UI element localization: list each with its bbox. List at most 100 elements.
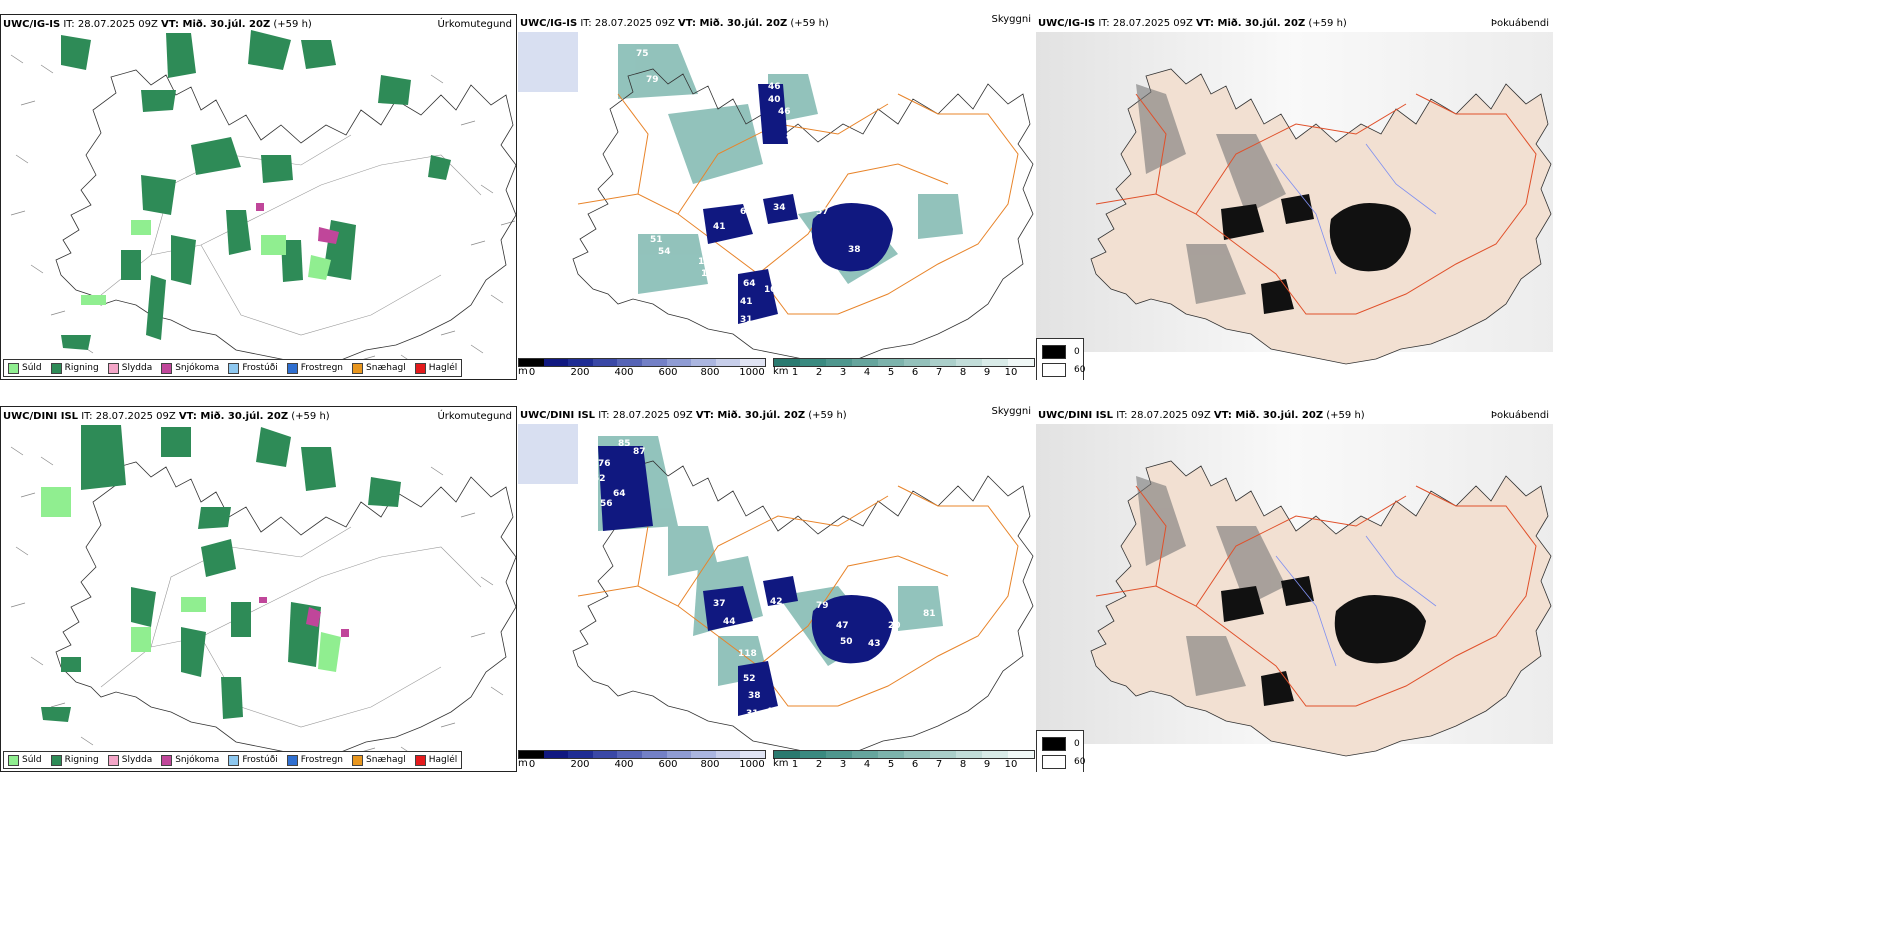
fog-panel-row1: UWC/IG-IS IT: 28.07.2025 09Z VT: Mið. 30… [1036, 14, 1553, 380]
elevation-label: 43 [868, 639, 881, 649]
fog-title: Þokuábendi [1490, 18, 1549, 29]
legend-swatch [286, 754, 298, 766]
valid-time: VT: Mið. 30.júl. 20Z [695, 410, 806, 421]
fog-header: UWC/DINI ISL IT: 28.07.2025 09Z VT: Mið.… [1038, 410, 1365, 421]
elevation-label: 46 [778, 107, 791, 117]
orog-colorbar: 0 200 400 600 800 1000 [518, 358, 766, 379]
forecast-offset: (+59 h) [288, 411, 330, 422]
forecast-offset: (+59 h) [805, 410, 847, 421]
legend-item: Snæhagl [352, 362, 406, 374]
orog-colorbar: 0 200 400 600 800 1000 [518, 750, 766, 771]
precip-panel-row1: UWC/IG-IS IT: 28.07.2025 09Z VT: Mið. 30… [0, 14, 517, 380]
legend-swatch [352, 362, 364, 374]
fog-legend-row: 0 [1042, 345, 1080, 359]
snow-cells [259, 597, 349, 637]
legend-item: Haglél [414, 754, 457, 766]
legend-swatch [414, 362, 426, 374]
forecast-offset: (+59 h) [1305, 18, 1347, 29]
orog-colorbar-strip [518, 358, 766, 367]
elevation-label: 68 [740, 207, 753, 217]
init-time: IT: 28.07.2025 09Z [60, 19, 162, 30]
wind-barbs [10, 446, 504, 756]
elevation-label: 47 [836, 621, 849, 631]
elevation-label: 41 [740, 297, 753, 307]
init-time: IT: 28.07.2025 09Z [577, 18, 679, 29]
legend-swatch [228, 754, 240, 766]
valid-time: VT: Mið. 30.júl. 20Z [161, 19, 271, 30]
legend-swatch [8, 754, 19, 766]
precip-map [10, 30, 516, 366]
fog-legend-row: 0 [1042, 737, 1080, 751]
elevation-label: 54 [658, 247, 671, 257]
elevation-label: 64 [613, 489, 626, 499]
elevation-label: 76 [583, 509, 596, 519]
elevation-label: 37 [570, 117, 583, 127]
vis-colorbar-ticks: 1 2 3 4 5 6 7 8 9 10 [791, 367, 1018, 378]
elevation-label: 38 [748, 691, 761, 701]
elevation-label: 42 [770, 597, 783, 607]
fog-roads [1095, 485, 1537, 707]
orog-unit: m [518, 366, 528, 377]
legend-item: Slydda [107, 754, 152, 766]
orog-dark [703, 84, 893, 324]
elevation-label: 20 [888, 621, 901, 631]
fog-panel-row2: UWC/DINI ISL IT: 28.07.2025 09Z VT: Mið.… [1036, 406, 1553, 772]
valid-time: VT: Mið. 30.júl. 20Z [1213, 410, 1324, 421]
elevation-label: 44 [723, 617, 736, 627]
elevation-label: 30 [766, 317, 779, 327]
orog-colorbar-ticks: 0 200 400 600 800 1000 [528, 367, 765, 378]
elevation-label: 79 [816, 601, 829, 611]
orog-map: 75 79 37 59 42 46 40 46 83 41 68 34 57 38 25 64 10 41 31 30… [518, 32, 1034, 365]
orog-dark [598, 446, 893, 716]
elevation-label: 42 [698, 67, 711, 77]
init-time: IT: 28.07.2025 09Z [78, 411, 179, 422]
vis-unit: km [773, 758, 789, 769]
model-name: UWC/DINI ISL [3, 411, 79, 422]
elevation-label: 27 [868, 665, 881, 675]
sky-title: Skyggni [991, 14, 1031, 25]
orog-unit: m [518, 758, 528, 769]
orog-colorbar-strip [518, 750, 766, 759]
elevation-label: 10 [764, 285, 777, 295]
elevation-label: 81 [923, 609, 936, 619]
elevation-label: 31 [746, 709, 759, 719]
forecast-offset: (+59 h) [787, 18, 829, 29]
vis-colorbar-strip [773, 750, 1035, 759]
orog-header: UWC/IG-IS IT: 28.07.2025 09Z VT: Mið. 30… [520, 18, 829, 29]
fog-roads [1095, 93, 1537, 315]
fog-gray [1136, 84, 1286, 304]
elevation-label: 52 [743, 674, 756, 684]
legend-swatch [161, 754, 173, 766]
legend-swatch [414, 754, 426, 766]
fog-legend: 0 60 [1036, 730, 1085, 772]
elevation-label: 75 [636, 49, 649, 59]
orog-panel-row2: UWC/DINI ISL IT: 28.07.2025 09Z VT: Mið.… [518, 406, 1035, 772]
drizzle-cells [81, 220, 331, 305]
orog-header: UWC/DINI ISL IT: 28.07.2025 09Z VT: Mið.… [520, 410, 847, 421]
fog-header: UWC/IG-IS IT: 28.07.2025 09Z VT: Mið. 30… [1038, 18, 1347, 29]
orog-panel-row1: UWC/IG-IS IT: 28.07.2025 09Z VT: Mið. 30… [518, 14, 1035, 380]
legend-item: Rigning [50, 362, 99, 374]
model-name: UWC/DINI ISL [520, 410, 596, 421]
legend-swatch [352, 754, 364, 766]
elevation-label: 34 [773, 203, 786, 213]
elevation-label: 50 [840, 637, 853, 647]
fog-legend-row: 60 [1042, 755, 1085, 769]
init-time: IT: 28.07.2025 09Z [1113, 410, 1214, 421]
elevation-label: 37 [713, 599, 726, 609]
fog-gray [1136, 476, 1286, 696]
legend-swatch [8, 362, 19, 374]
elevation-label: 41 [766, 707, 779, 717]
legend-swatch [50, 754, 62, 766]
rain-cells [41, 425, 401, 722]
elevation-label: 76 [598, 459, 611, 469]
legend-item: Frostúði [228, 362, 278, 374]
visibility-cells [598, 436, 943, 686]
elevation-label: 46 [768, 82, 781, 92]
precip-title: Úrkomutegund [437, 411, 512, 422]
legend-swatch [107, 754, 119, 766]
precip-panel-row2: UWC/DINI ISL IT: 28.07.2025 09Z VT: Mið.… [0, 406, 517, 772]
fog-legend: 0 60 [1036, 338, 1085, 380]
sky-title: Skyggni [991, 406, 1031, 417]
